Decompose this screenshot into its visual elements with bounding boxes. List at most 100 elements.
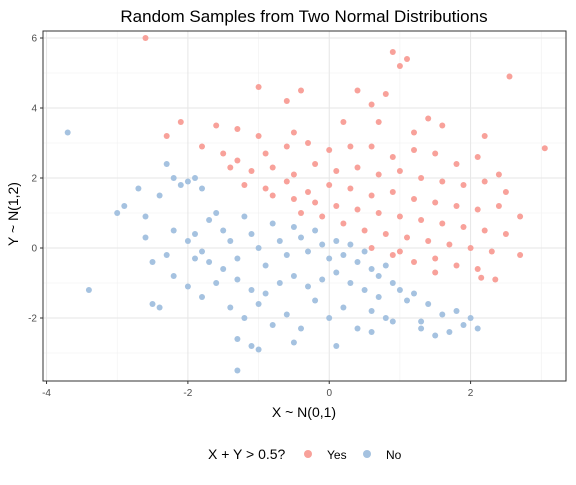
data-point-no bbox=[248, 343, 255, 349]
grid bbox=[43, 31, 566, 381]
data-point-no bbox=[234, 367, 241, 374]
data-point-yes bbox=[474, 154, 481, 160]
data-point-yes bbox=[389, 49, 396, 55]
data-point-yes bbox=[432, 199, 439, 206]
data-point-no bbox=[375, 273, 382, 279]
data-point-no bbox=[446, 329, 453, 335]
data-point-no bbox=[192, 255, 198, 262]
data-point-no bbox=[411, 290, 417, 297]
data-point-no bbox=[276, 238, 283, 244]
data-point-yes bbox=[368, 143, 375, 150]
data-point-no bbox=[206, 259, 213, 265]
data-point-no bbox=[64, 129, 71, 136]
data-point-yes bbox=[495, 171, 502, 178]
y-tick-label: 0 bbox=[31, 244, 37, 255]
y-tick-label: 6 bbox=[31, 34, 37, 45]
data-point-yes bbox=[305, 189, 311, 195]
data-point-yes bbox=[389, 189, 396, 195]
data-point-yes bbox=[411, 259, 417, 265]
data-point-yes bbox=[418, 175, 425, 181]
data-point-yes bbox=[354, 87, 361, 94]
data-point-no bbox=[354, 259, 361, 265]
data-point-yes bbox=[262, 185, 269, 192]
data-point-no bbox=[290, 339, 297, 346]
data-point-yes bbox=[234, 126, 241, 132]
data-point-yes bbox=[375, 171, 382, 178]
data-point-no bbox=[298, 234, 304, 241]
data-point-no bbox=[326, 255, 333, 262]
data-point-no bbox=[85, 287, 92, 293]
data-point-no bbox=[220, 266, 227, 272]
data-point-yes bbox=[517, 213, 524, 220]
data-point-no bbox=[170, 175, 177, 181]
data-point-yes bbox=[396, 248, 403, 255]
data-point-yes bbox=[255, 133, 262, 139]
data-point-yes bbox=[389, 154, 396, 160]
data-point-no bbox=[241, 315, 248, 321]
data-point-yes bbox=[361, 227, 368, 234]
x-axis-label: X ~ N(0,1) bbox=[272, 404, 336, 420]
legend-key-yes bbox=[304, 450, 312, 458]
data-point-no bbox=[340, 252, 347, 258]
data-point-no bbox=[333, 343, 340, 349]
data-point-no bbox=[347, 280, 354, 286]
data-point-yes bbox=[255, 84, 262, 90]
data-point-no bbox=[149, 259, 156, 265]
data-point-yes bbox=[326, 182, 333, 188]
data-point-no bbox=[305, 283, 311, 290]
data-point-yes bbox=[425, 238, 432, 244]
data-point-yes bbox=[290, 196, 297, 202]
data-point-yes bbox=[319, 213, 326, 220]
data-point-no bbox=[156, 304, 163, 311]
data-point-no bbox=[319, 276, 326, 283]
data-point-yes bbox=[305, 140, 311, 146]
data-point-yes bbox=[432, 150, 439, 157]
data-point-no bbox=[312, 227, 319, 234]
data-point-no bbox=[269, 322, 276, 328]
data-point-yes bbox=[347, 143, 354, 150]
data-point-no bbox=[453, 308, 460, 314]
data-point-yes bbox=[227, 164, 234, 171]
data-point-no bbox=[396, 287, 403, 293]
data-point-no bbox=[199, 248, 205, 255]
data-point-yes bbox=[517, 252, 524, 258]
data-point-no bbox=[114, 210, 121, 216]
data-point-no bbox=[333, 269, 340, 276]
data-point-yes bbox=[213, 122, 220, 129]
data-point-yes bbox=[199, 143, 205, 150]
y-tick-label: 2 bbox=[31, 174, 37, 185]
data-point-no bbox=[149, 301, 156, 307]
data-point-no bbox=[368, 308, 375, 314]
legend-label-yes: Yes bbox=[327, 448, 347, 462]
legend: X + Y > 0.5? Yes No bbox=[208, 446, 402, 462]
data-point-yes bbox=[432, 255, 439, 262]
data-point-no bbox=[213, 210, 220, 216]
data-point-yes bbox=[439, 178, 446, 185]
data-point-no bbox=[347, 241, 354, 248]
data-point-yes bbox=[453, 262, 460, 269]
data-point-no bbox=[234, 276, 241, 283]
data-point-yes bbox=[467, 245, 474, 251]
data-point-no bbox=[425, 301, 432, 307]
data-point-no bbox=[227, 304, 234, 311]
data-point-yes bbox=[425, 115, 432, 122]
data-point-no bbox=[319, 241, 326, 248]
data-point-yes bbox=[298, 87, 304, 94]
data-point-no bbox=[340, 304, 347, 311]
data-point-no bbox=[192, 175, 198, 181]
data-point-no bbox=[199, 294, 205, 300]
data-point-yes bbox=[375, 119, 382, 125]
data-point-yes bbox=[333, 203, 340, 209]
data-point-no bbox=[354, 325, 361, 332]
data-point-yes bbox=[396, 63, 403, 69]
data-point-yes bbox=[333, 168, 340, 174]
data-point-yes bbox=[368, 245, 375, 251]
data-point-no bbox=[368, 329, 375, 335]
data-point-yes bbox=[541, 145, 548, 152]
data-point-no bbox=[255, 245, 262, 251]
data-point-no bbox=[184, 283, 191, 290]
data-point-no bbox=[283, 311, 290, 318]
data-point-no bbox=[121, 203, 128, 209]
data-point-yes bbox=[432, 269, 439, 276]
